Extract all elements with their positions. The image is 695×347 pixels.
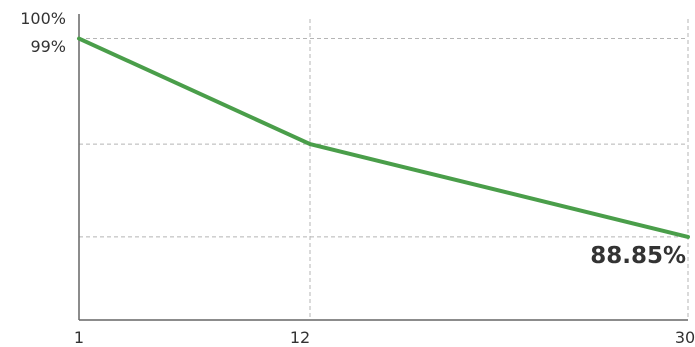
- y-tick-label-100: 100%: [20, 9, 66, 28]
- x-tick-labels: 1 12 30: [74, 328, 695, 347]
- axes: [78, 14, 688, 321]
- series-layer: [77, 36, 690, 239]
- reference-lines: [79, 19, 689, 320]
- x-tick-label-12: 12: [290, 328, 310, 347]
- x-tick-label-1: 1: [74, 328, 84, 347]
- y-tick-labels: 100% 99%: [20, 9, 66, 56]
- x-tick-label-30: 30: [675, 328, 695, 347]
- series-line-0: [77, 36, 690, 239]
- end-value-label: 88.85%: [590, 243, 686, 269]
- y-tick-label-99: 99%: [30, 37, 66, 56]
